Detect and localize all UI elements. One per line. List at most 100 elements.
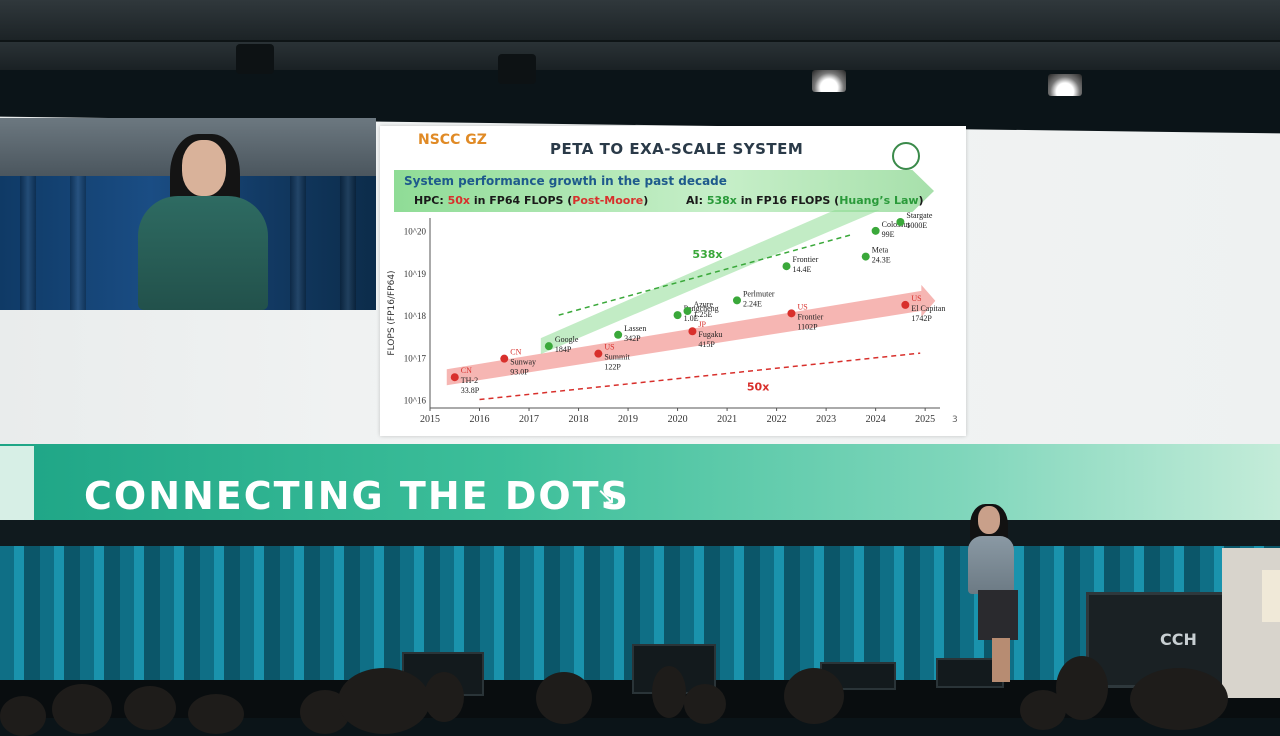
x-tick-label: 2021 <box>717 414 737 425</box>
audience-head <box>0 696 46 736</box>
speaker-closeup-face <box>182 140 226 196</box>
ai-suffix: ) <box>918 194 924 207</box>
ai-point-label: Pengcheng <box>684 304 719 313</box>
ai-data-point <box>782 262 791 271</box>
ai-multiplier: 538x <box>706 194 737 207</box>
audience-head <box>188 694 244 734</box>
y-tick-label: 10^16 <box>404 396 427 406</box>
hpc-point-label: El Capitan <box>911 304 945 313</box>
hpc-data-point <box>594 349 603 358</box>
ai-point-label: Azure <box>693 300 713 309</box>
speaker-jacket <box>968 536 1014 594</box>
ai-point-label: 99E <box>882 230 895 239</box>
arrow-down-right-icon: ↘ <box>596 482 617 510</box>
hpc-point-label: 1102P <box>797 322 818 331</box>
hpc-point-label: Fugaku <box>698 330 722 339</box>
audience-head <box>124 686 176 730</box>
ai-point-label: 1.25E <box>693 310 712 319</box>
x-tick-label: 2017 <box>519 414 539 425</box>
hpc-data-point <box>901 300 910 309</box>
audience-head <box>1130 668 1228 730</box>
hpc-data-point <box>688 327 697 336</box>
ai-point-label: Lassen <box>624 324 646 333</box>
slide-title: PETA TO EXA-SCALE SYSTEM <box>550 140 804 158</box>
ai-point-label: 1.0E <box>684 314 699 323</box>
speaker-video-feed <box>0 118 376 310</box>
hpc-data-point <box>450 373 459 382</box>
speaker-closeup-body <box>138 196 268 310</box>
ai-point-label: 184P <box>555 345 572 354</box>
speaker-skirt <box>978 590 1018 640</box>
hpc-suffix: ) <box>643 194 649 207</box>
hpc-trend-arrow <box>446 284 936 386</box>
y-tick-label: 10^20 <box>404 227 427 237</box>
ai-point-label: Meta <box>872 246 889 255</box>
x-tick-label: 2020 <box>668 414 688 425</box>
ai-data-point <box>861 252 870 261</box>
ai-data-point <box>871 226 880 235</box>
stage-header <box>0 520 1280 550</box>
video-curtain-fold <box>70 176 86 310</box>
x-tick-label: 2024 <box>866 414 886 425</box>
audience-head <box>652 666 686 718</box>
ai-mid: in FP16 FLOPS ( <box>736 194 840 207</box>
ai-point-label: Google <box>555 335 579 344</box>
y-tick-label: 10^18 <box>404 311 427 321</box>
ai-prefix: AI: <box>686 194 707 207</box>
presentation-slide: NSCC GZ PETA TO EXA-SCALE SYSTEM System … <box>380 126 966 436</box>
speaker-face <box>978 506 1000 534</box>
hpc-point-label: US <box>604 343 614 352</box>
x-tick-label: 2015 <box>420 414 440 425</box>
ai-growth-label: 538x <box>692 248 722 261</box>
hpc-growth-label: 50x <box>747 380 769 393</box>
hpc-point-label: US <box>797 302 807 311</box>
x-tick-label: 2019 <box>618 414 638 425</box>
ai-data-point <box>673 311 682 320</box>
hpc-point-label: Frontier <box>797 312 823 321</box>
x-tick-label: 2022 <box>767 414 787 425</box>
hpc-data-point <box>787 309 796 318</box>
speaker-legs <box>992 638 1010 682</box>
x-tick-label: 2016 <box>470 414 490 425</box>
hpc-point-label: 93.0P <box>510 368 529 377</box>
lectern-display <box>1262 570 1280 622</box>
video-curtain-fold <box>20 176 36 310</box>
ai-point-label: Perlmuter <box>743 289 775 298</box>
hpc-point-label: CN <box>510 348 521 357</box>
y-tick-label: 10^19 <box>404 269 427 279</box>
ai-growth-line: AI: 538x in FP16 FLOPS (Huang’s Law) <box>686 194 924 207</box>
ai-point-label: 24.3E <box>872 256 891 265</box>
y-axis-label: FLOPS (FP16/FP64) <box>387 270 397 355</box>
hpc-growth-line: HPC: 50x in FP64 FLOPS (Post-Moore) <box>414 194 648 207</box>
audience-head <box>1056 656 1108 720</box>
ai-point-label: 2.24E <box>743 299 762 308</box>
flops-growth-chart: 2015 2016 2017 2018 2019 2020 2021 2022 2023 2024… <box>387 210 958 425</box>
hpc-point-label: 415P <box>698 340 715 349</box>
conference-banner <box>0 444 1280 520</box>
lighting-truss <box>0 0 1280 42</box>
hpc-prefix: HPC: <box>414 194 448 207</box>
hpc-law: Post-Moore <box>572 194 644 207</box>
ai-point-label: 14.4E <box>793 265 812 274</box>
monitor-brand: CCH <box>1160 630 1197 649</box>
hpc-point-label: JP <box>698 320 706 329</box>
hpc-point-label: Sunway <box>510 358 536 367</box>
audience-head <box>52 684 112 734</box>
nscc-logo: NSCC GZ <box>418 132 487 148</box>
x-tick-label: 2018 <box>569 414 589 425</box>
stage-light-lit <box>812 70 846 92</box>
banner-text: CONNECTING THE DOTS <box>84 474 630 518</box>
stage-light-lit <box>1048 74 1082 96</box>
x-tick-label: 2025 <box>915 414 935 425</box>
ai-point-label: Colossus <box>882 220 911 229</box>
ai-point-label: Stargate <box>906 211 933 220</box>
banner-accent <box>0 446 34 522</box>
audience-head <box>536 672 592 724</box>
ai-point-label: Frontier <box>793 255 819 264</box>
ai-data-point <box>732 296 741 305</box>
slide-page-number: 3 <box>952 415 958 425</box>
stage-light-fixture <box>498 54 536 84</box>
y-tick-label: 10^17 <box>404 353 427 363</box>
slide-banner <box>394 170 934 212</box>
hpc-point-label: 122P <box>604 363 621 372</box>
